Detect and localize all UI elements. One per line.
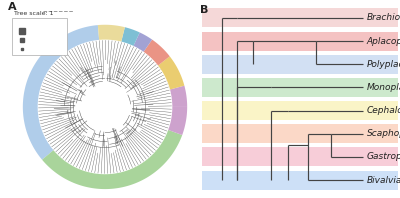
Bar <box>202 55 398 74</box>
Text: Cephalopoda: Cephalopoda <box>367 106 400 115</box>
Bar <box>202 148 398 167</box>
Text: A: A <box>8 2 17 12</box>
Polygon shape <box>170 86 187 107</box>
Polygon shape <box>158 56 184 89</box>
Text: Tree scale: 1: Tree scale: 1 <box>14 11 54 16</box>
Text: 90–99: 90–99 <box>28 37 44 42</box>
Text: Polyplacophora: Polyplacophora <box>367 60 400 69</box>
Text: Aplacophora: Aplacophora <box>367 37 400 46</box>
Circle shape <box>83 85 127 129</box>
Bar <box>202 8 398 27</box>
Polygon shape <box>42 130 182 189</box>
Text: B: B <box>200 5 208 15</box>
Text: Bivalvia: Bivalvia <box>367 176 400 185</box>
Text: Bootstrap: Bootstrap <box>18 22 46 27</box>
Text: 100: 100 <box>28 28 38 33</box>
Polygon shape <box>121 27 140 46</box>
Polygon shape <box>134 32 152 52</box>
Bar <box>202 171 398 190</box>
Bar <box>202 31 398 50</box>
Text: Brachiopoda: Brachiopoda <box>367 13 400 22</box>
Polygon shape <box>23 25 99 160</box>
Polygon shape <box>168 107 187 135</box>
Text: Gastropoda: Gastropoda <box>367 152 400 161</box>
Text: Monoplacophora: Monoplacophora <box>367 83 400 92</box>
Text: Scaphopoda: Scaphopoda <box>367 129 400 138</box>
Polygon shape <box>98 25 125 42</box>
Text: 75–90: 75–90 <box>28 46 44 51</box>
Bar <box>202 101 398 120</box>
FancyBboxPatch shape <box>12 18 67 55</box>
Bar <box>202 124 398 143</box>
Polygon shape <box>144 40 170 66</box>
Bar <box>202 78 398 97</box>
